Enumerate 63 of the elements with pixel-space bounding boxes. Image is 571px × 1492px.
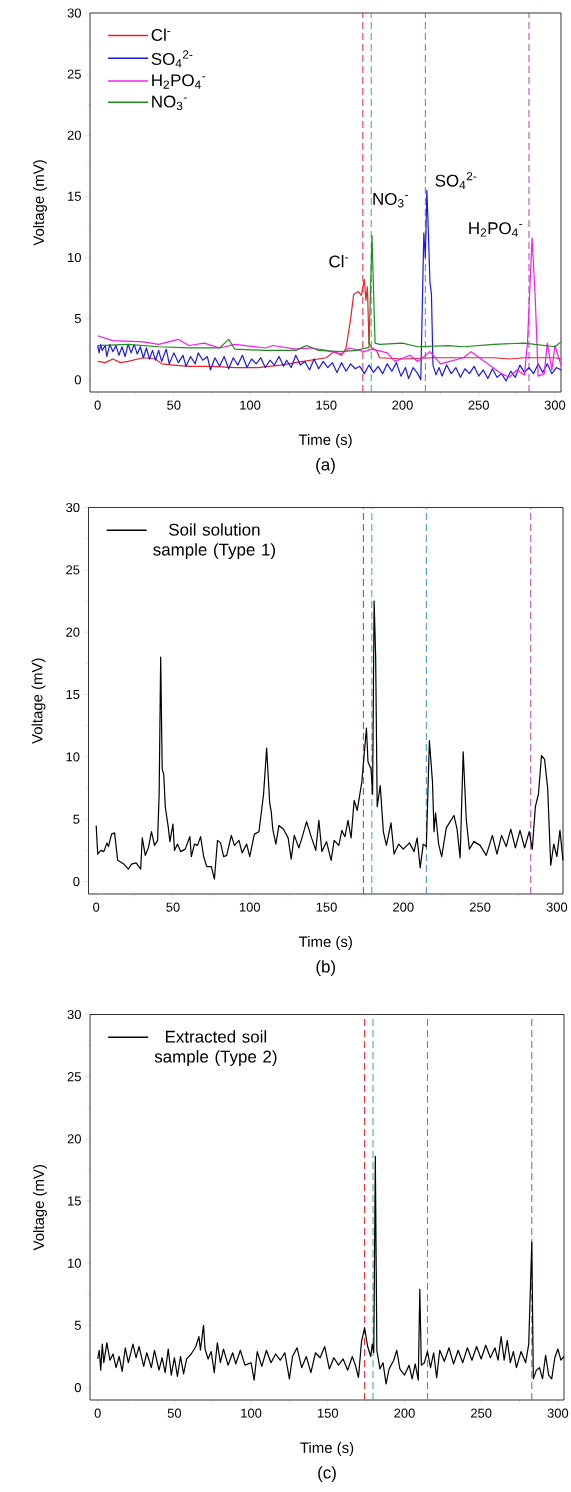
legend-label: Extracted soil sample (Type 2) — [154, 1030, 277, 1066]
x-tick-label: 0 — [93, 902, 100, 912]
y-axis-title: Voltage (mV) — [33, 160, 47, 246]
y-tick-label: 25 — [66, 565, 80, 575]
y-tick-label: 15 — [68, 191, 81, 201]
x-tick-label: 50 — [167, 400, 181, 410]
y-tick-label: 0 — [73, 876, 80, 887]
y-axis-title: Voltage (mV) — [33, 1165, 47, 1251]
text: (c) — [318, 1466, 336, 1482]
x-tick-label: 150 — [316, 902, 337, 912]
annotation: Cl$^{-}$ — [329, 255, 348, 268]
x-tick-label: 0 — [94, 400, 101, 410]
annotation: H$_{2}$PO$_{4}$- — [469, 222, 523, 237]
x-tick-label: 250 — [469, 902, 491, 912]
y-tick-label: 30 — [66, 502, 80, 513]
text: (a) — [316, 458, 335, 474]
x-tick-label: 0 — [94, 1408, 101, 1418]
y-tick-label: 20 — [67, 1134, 81, 1144]
y-tick-label: 30 — [67, 8, 81, 18]
x-axis-title: Time (s) — [298, 936, 352, 950]
x-tick-label: 250 — [471, 1408, 492, 1418]
legend-label: SO$_{4}$2- — [151, 50, 193, 68]
legend-label: H$_{2}$PO$_{4}$- — [152, 74, 206, 89]
line-series — [97, 189, 562, 382]
y-tick-label: 20 — [67, 130, 81, 140]
y-tick-label: 25 — [67, 69, 81, 79]
annotation: NO$_{3}$- — [373, 192, 408, 208]
legend-label: Cl$^{-}$ — [151, 28, 171, 41]
x-tick-label: 50 — [167, 1408, 182, 1418]
x-axis-title: Time (s) — [298, 434, 352, 448]
x-tick-label: 300 — [546, 902, 568, 912]
y-tick-label: 0 — [74, 1382, 81, 1393]
x-tick-label: 200 — [394, 1408, 415, 1418]
x-tick-label: 300 — [544, 400, 566, 410]
legend-label: NO$_{3}$- — [152, 95, 187, 111]
y-tick-label: 10 — [68, 252, 81, 263]
y-tick-label: 20 — [66, 627, 80, 637]
y-tick-label: 10 — [68, 1258, 81, 1268]
text: (b) — [316, 960, 336, 976]
legend-label: Soil solution sample (Type 1) — [153, 523, 275, 559]
x-tick-label: 100 — [239, 902, 261, 912]
x-tick-label: 100 — [240, 400, 261, 410]
y-axis-title: Voltage (mV) — [31, 658, 46, 744]
x-tick-label: 50 — [166, 902, 180, 912]
y-tick-label: 5 — [74, 314, 81, 324]
x-tick-label: 150 — [316, 400, 337, 410]
x-tick-label: 100 — [241, 1408, 262, 1418]
x-tick-label: 200 — [392, 400, 413, 410]
x-tick-label: 200 — [393, 902, 414, 912]
y-tick-label: 5 — [73, 814, 80, 824]
x-axis-title: Time (s) — [300, 1442, 354, 1456]
y-tick-label: 10 — [66, 752, 80, 762]
x-tick-label: 250 — [468, 400, 489, 410]
y-tick-label: 5 — [74, 1320, 81, 1330]
y-tick-label: 30 — [67, 1009, 81, 1020]
y-tick-label: 25 — [67, 1072, 81, 1082]
x-tick-label: 300 — [547, 1408, 569, 1418]
annotation: SO$_{4}$2- — [435, 171, 477, 190]
y-tick-label: 0 — [74, 375, 81, 385]
line-series — [97, 237, 562, 378]
x-tick-label: 150 — [317, 1408, 339, 1418]
y-tick-label: 15 — [68, 1196, 81, 1206]
y-tick-label: 15 — [66, 689, 80, 700]
